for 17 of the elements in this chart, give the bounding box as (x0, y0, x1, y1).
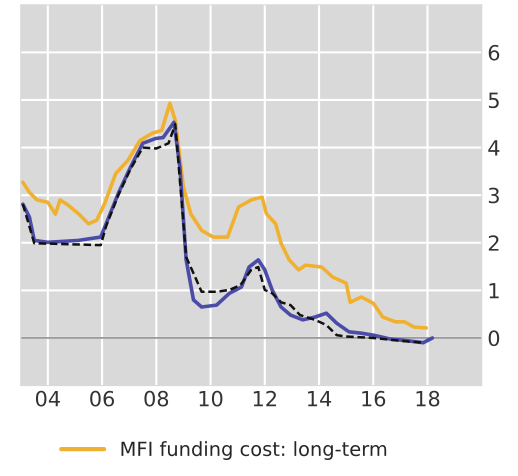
y-tick-label: 1 (490, 283, 499, 298)
x-tick-label: 14 (308, 391, 332, 406)
x-tick-label: 16 (362, 390, 386, 407)
x-tick-label: 08 (144, 390, 168, 407)
line-series (21, 101, 428, 330)
y-tick-label: 0 (488, 330, 500, 346)
y-tick-label: 6 (488, 44, 500, 61)
x-tick-label: 10 (200, 390, 222, 407)
x-tick-label: 12 (254, 390, 276, 406)
y-tick-label: 5 (488, 92, 499, 108)
y-tick-label: 4 (488, 140, 500, 156)
x-tick-label: 04 (36, 390, 60, 407)
x-tick-label: 06 (90, 390, 114, 407)
y-tick-label: 3 (488, 188, 499, 204)
legend-label: MFI funding cost: long-term (122, 441, 386, 460)
x-tick-label: 18 (416, 390, 440, 407)
y-tick-label: 2 (488, 235, 498, 251)
